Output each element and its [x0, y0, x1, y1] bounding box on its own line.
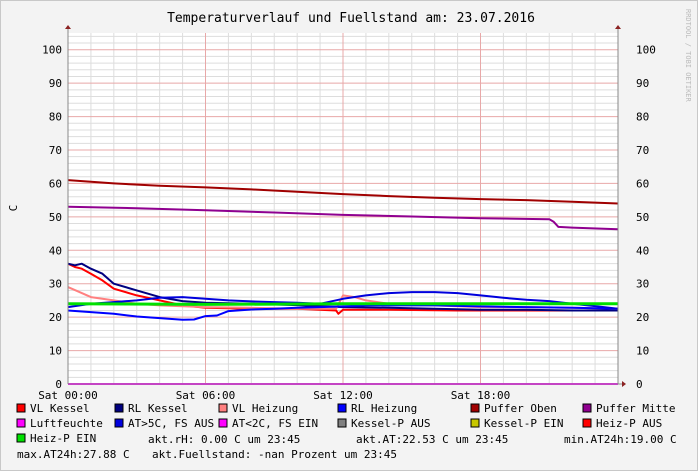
- y-tick-label: 90: [49, 77, 62, 90]
- tick-labels: 0 0 10 10 20 20 30 30 40 40 50 50 60 60 70 70 80 80 90 90 10…: [38, 44, 656, 402]
- legend-swatch: [114, 403, 124, 413]
- series-line-5: [67, 205, 619, 231]
- legend-label: Puffer Oben: [484, 402, 557, 415]
- watermark: RRDTOOL / TOBI OETIKER: [684, 9, 692, 103]
- legend-label: Luftfeuchte: [30, 417, 103, 430]
- stat-min-at: min.AT24h:19.00 C: [564, 433, 677, 446]
- legend-label: RL Kessel: [128, 402, 188, 415]
- y-axis-right-arrow: [615, 25, 621, 29]
- y-tick-label: 50: [49, 211, 62, 224]
- x-tick-label: Sat 06:00: [176, 389, 236, 402]
- legend-swatch: [582, 403, 592, 413]
- y-axis-label: C: [7, 205, 20, 212]
- y-tick-label-right: 0: [636, 378, 643, 391]
- grid: [68, 33, 618, 384]
- legend-swatch: [16, 433, 26, 443]
- legend-swatch: [337, 418, 347, 428]
- legend-label: RL Heizung: [351, 402, 417, 415]
- x-tick-label: Sat 00:00: [38, 389, 98, 402]
- y-tick-label-right: 60: [636, 177, 649, 190]
- legend-label: Puffer Mitte: [596, 402, 675, 415]
- legend-swatch: [470, 403, 480, 413]
- legend-label: Kessel-P AUS: [351, 417, 430, 430]
- x-tick-label: Sat 18:00: [451, 389, 511, 402]
- legend-swatch: [16, 403, 26, 413]
- y-tick-label: 70: [49, 144, 62, 157]
- series-line-3: [67, 304, 619, 321]
- y-tick-label-right: 50: [636, 211, 649, 224]
- y-tick-label-right: 80: [636, 111, 649, 124]
- y-tick-label-right: 20: [636, 311, 649, 324]
- y-tick-label: 100: [42, 44, 62, 57]
- legend-swatch: [337, 403, 347, 413]
- stat-akt-at: akt.AT:22.53 C um 23:45: [356, 433, 508, 446]
- y-tick-label-right: 30: [636, 278, 649, 291]
- legend-swatch: [114, 418, 124, 428]
- y-tick-label: 10: [49, 345, 62, 358]
- series-line-7: [67, 291, 619, 310]
- y-tick-label: 60: [49, 177, 62, 190]
- axes: [65, 25, 626, 387]
- legend-label: VL Kessel: [30, 402, 90, 415]
- stat-akt-rh: akt.rH: 0.00 C um 23:45: [148, 433, 300, 446]
- y-tick-label-right: 10: [636, 345, 649, 358]
- y-tick-label: 20: [49, 311, 62, 324]
- legend-label: VL Heizung: [232, 402, 298, 415]
- legend-swatch: [470, 418, 480, 428]
- y-tick-label: 0: [55, 378, 62, 391]
- y-tick-label: 80: [49, 111, 62, 124]
- stat-fuellstand: akt.Fuellstand: -nan Prozent um 23:45: [152, 448, 397, 461]
- legend-swatch: [218, 418, 228, 428]
- legend-swatch: [16, 418, 26, 428]
- y-tick-label: 30: [49, 278, 62, 291]
- y-tick-label-right: 40: [636, 244, 649, 257]
- legend-label: Heiz-P AUS: [596, 417, 662, 430]
- legend-label: Heiz-P EIN: [30, 432, 96, 445]
- legend-swatch: [218, 403, 228, 413]
- legend-label: AT>5C, FS AUS: [128, 417, 214, 430]
- legend-label: AT<2C, FS EIN: [232, 417, 318, 430]
- y-axis-arrow: [65, 25, 71, 29]
- x-axis-arrow: [622, 381, 626, 387]
- y-tick-label-right: 100: [636, 44, 656, 57]
- legend-label: Kessel-P EIN: [484, 417, 563, 430]
- series-line-1: [67, 262, 618, 312]
- y-tick-label-right: 90: [636, 77, 649, 90]
- stat-max-at: max.AT24h:27.88 C: [17, 448, 130, 461]
- x-tick-label: Sat 12:00: [313, 389, 373, 402]
- chart-title: Temperaturverlauf und Fuellstand am: 23.…: [167, 11, 535, 26]
- y-tick-label-right: 70: [636, 144, 649, 157]
- series-line-4: [67, 179, 619, 205]
- series-line-12: [67, 302, 618, 306]
- legend-swatch: [582, 418, 592, 428]
- legend: VL Kessel RL Kessel VL Heizung RL Heizung Pu…: [16, 402, 675, 445]
- y-tick-label: 40: [49, 244, 62, 257]
